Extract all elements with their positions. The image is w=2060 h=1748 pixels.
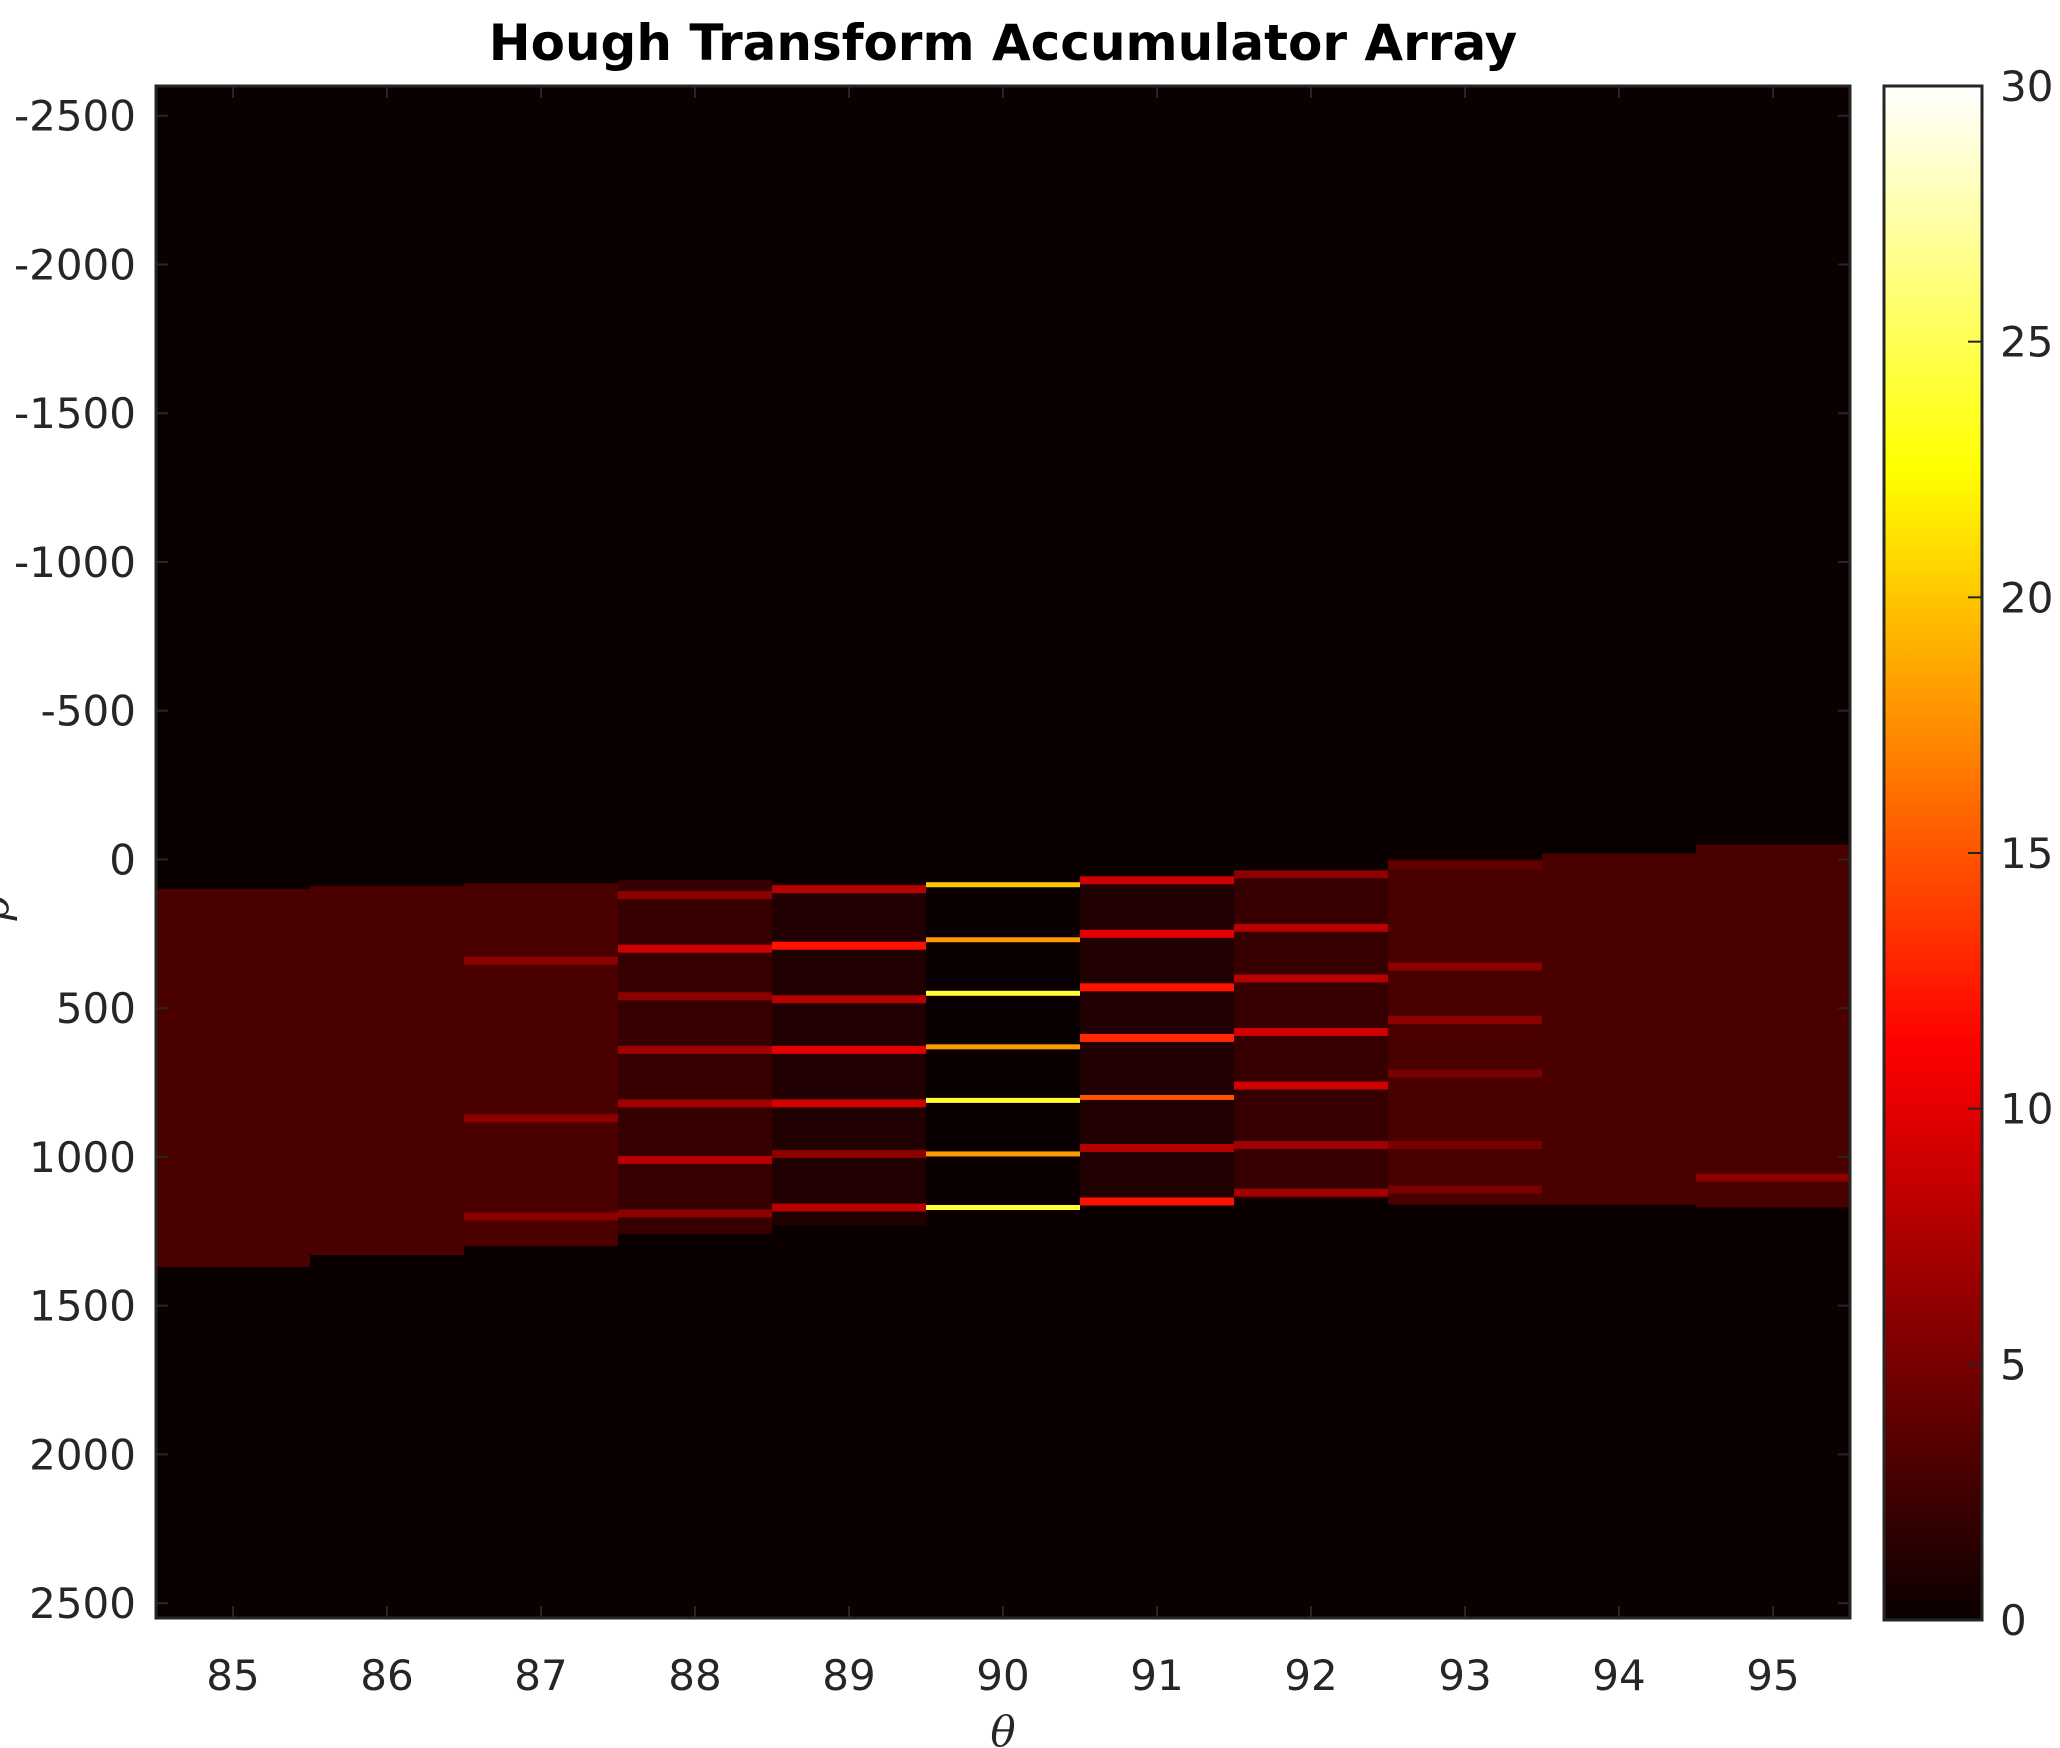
heatmap-peak <box>1388 962 1542 971</box>
y-tick-label: 1000 <box>29 1133 136 1182</box>
heatmap-band-theta-87 <box>464 883 618 1247</box>
x-axis: 85 86 87 88 89 90 91 92 93 94 95 <box>206 86 1800 1700</box>
heatmap-peak <box>926 1151 1080 1157</box>
heatmap-peak <box>772 995 926 1004</box>
heatmap-peak <box>772 941 926 950</box>
heatmap-peak <box>1234 1081 1388 1090</box>
colorbar-tick-label: 5 <box>2000 1340 2027 1389</box>
heatmap-peak <box>772 1099 926 1108</box>
heatmap-peak <box>618 1045 772 1054</box>
heatmap-peak <box>1234 974 1388 983</box>
x-tick-label: 93 <box>1438 1651 1491 1700</box>
heatmap-peak <box>1080 1197 1234 1206</box>
heatmap-peak <box>464 1212 618 1221</box>
heatmap-band-theta-93 <box>1388 859 1542 1205</box>
heatmap-band-theta-85 <box>156 889 310 1267</box>
chart-title: Hough Transform Accumulator Array <box>489 14 1518 72</box>
heatmap-peak <box>772 1045 926 1054</box>
y-tick-label: 1500 <box>29 1282 136 1331</box>
heatmap-peak <box>618 944 772 953</box>
heatmap-peak <box>772 1203 926 1212</box>
heatmap-peak <box>618 1155 772 1164</box>
x-tick-label: 88 <box>668 1651 721 1700</box>
heatmap-peak <box>926 990 1080 996</box>
heatmap-peak <box>1388 1069 1542 1078</box>
heatmap-peak <box>1234 870 1388 879</box>
heatmap-band-theta-94 <box>1542 853 1696 1205</box>
y-axis-label: ρ <box>0 895 18 921</box>
y-tick-label: -1500 <box>14 389 136 438</box>
heatmap-peak <box>1234 1188 1388 1197</box>
heatmap-peak <box>926 882 1080 888</box>
x-tick-label: 90 <box>976 1651 1029 1700</box>
y-axis: -2500 -2000 -1500 -1000 -500 0 500 1000 1500 2000… <box>0 92 1850 1628</box>
plot-area <box>156 86 1850 1618</box>
colorbar-tick-label: 15 <box>2000 829 2053 878</box>
heatmap-peak <box>1388 1185 1542 1194</box>
heatmap-band-theta-95 <box>1696 844 1850 1208</box>
heatmap-peak <box>1080 1143 1234 1152</box>
y-tick-label: -2500 <box>14 92 136 141</box>
heatmap-peak <box>1080 1094 1234 1100</box>
y-tick-label: 2000 <box>29 1430 136 1479</box>
heatmap-peak <box>618 992 772 1001</box>
x-tick-label: 86 <box>360 1651 413 1700</box>
heatmap-peak <box>618 1099 772 1108</box>
heatmap-peak <box>772 885 926 894</box>
colorbar-tick-label: 0 <box>2000 1596 2027 1645</box>
heatmap-peak <box>772 1149 926 1158</box>
heatmap-cells <box>156 844 1850 1267</box>
heatmap-band-theta-88 <box>618 880 772 1235</box>
x-tick-label: 91 <box>1130 1651 1183 1700</box>
heatmap-peak <box>1234 923 1388 932</box>
heatmap-peak <box>1080 983 1234 992</box>
heatmap-peak <box>1388 1141 1542 1150</box>
colorbar-tick-label: 25 <box>2000 318 2053 367</box>
heatmap-peak <box>1234 1141 1388 1150</box>
colorbar-tick-label: 20 <box>2000 573 2053 622</box>
x-tick-label: 85 <box>206 1651 259 1700</box>
heatmap-peak <box>464 1114 618 1123</box>
heatmap-peak <box>1388 861 1542 870</box>
heatmap-peak <box>618 891 772 900</box>
heatmap-peak <box>926 937 1080 943</box>
heatmap-band-theta-89 <box>772 883 926 1226</box>
x-tick-label: 87 <box>514 1651 567 1700</box>
x-tick-label: 89 <box>822 1651 875 1700</box>
heatmap-peak <box>1388 1016 1542 1025</box>
heatmap-peak <box>926 1044 1080 1050</box>
x-tick-label: 95 <box>1746 1651 1799 1700</box>
x-tick-label: 92 <box>1284 1651 1337 1700</box>
colorbar-tick-label: 30 <box>2000 62 2053 111</box>
x-axis-label: θ <box>990 1707 1015 1748</box>
heatmap-peak <box>618 1209 772 1218</box>
heatmap-peak <box>1080 876 1234 885</box>
colorbar <box>1882 84 1984 1622</box>
y-tick-label: 500 <box>56 984 136 1033</box>
heatmap-peak <box>1234 1027 1388 1036</box>
y-tick-label: 2500 <box>29 1579 136 1628</box>
heatmap-peak <box>1080 929 1234 938</box>
heatmap-peak <box>464 956 618 965</box>
y-tick-label: -2000 <box>14 240 136 289</box>
heatmap-peak <box>926 1097 1080 1103</box>
heatmap-band-theta-86 <box>310 886 464 1256</box>
heatmap-peak <box>926 1204 1080 1210</box>
y-tick-label: -500 <box>41 687 136 736</box>
y-tick-label: 0 <box>109 835 136 884</box>
colorbar-tick-label: 10 <box>2000 1085 2053 1134</box>
heatmap-peak <box>1696 1173 1850 1182</box>
x-tick-label: 94 <box>1592 1651 1645 1700</box>
colorbar-ticks: 0 5 10 15 20 25 30 <box>1968 62 2053 1645</box>
y-tick-label: -1000 <box>14 538 136 587</box>
heatmap-peak <box>1080 1033 1234 1042</box>
